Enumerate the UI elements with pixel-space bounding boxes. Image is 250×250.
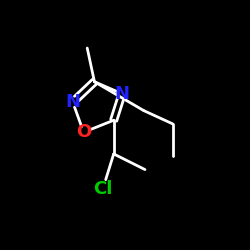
Text: O: O	[76, 123, 91, 141]
Text: Cl: Cl	[93, 180, 112, 198]
Text: N: N	[114, 85, 130, 103]
Text: N: N	[65, 93, 80, 111]
